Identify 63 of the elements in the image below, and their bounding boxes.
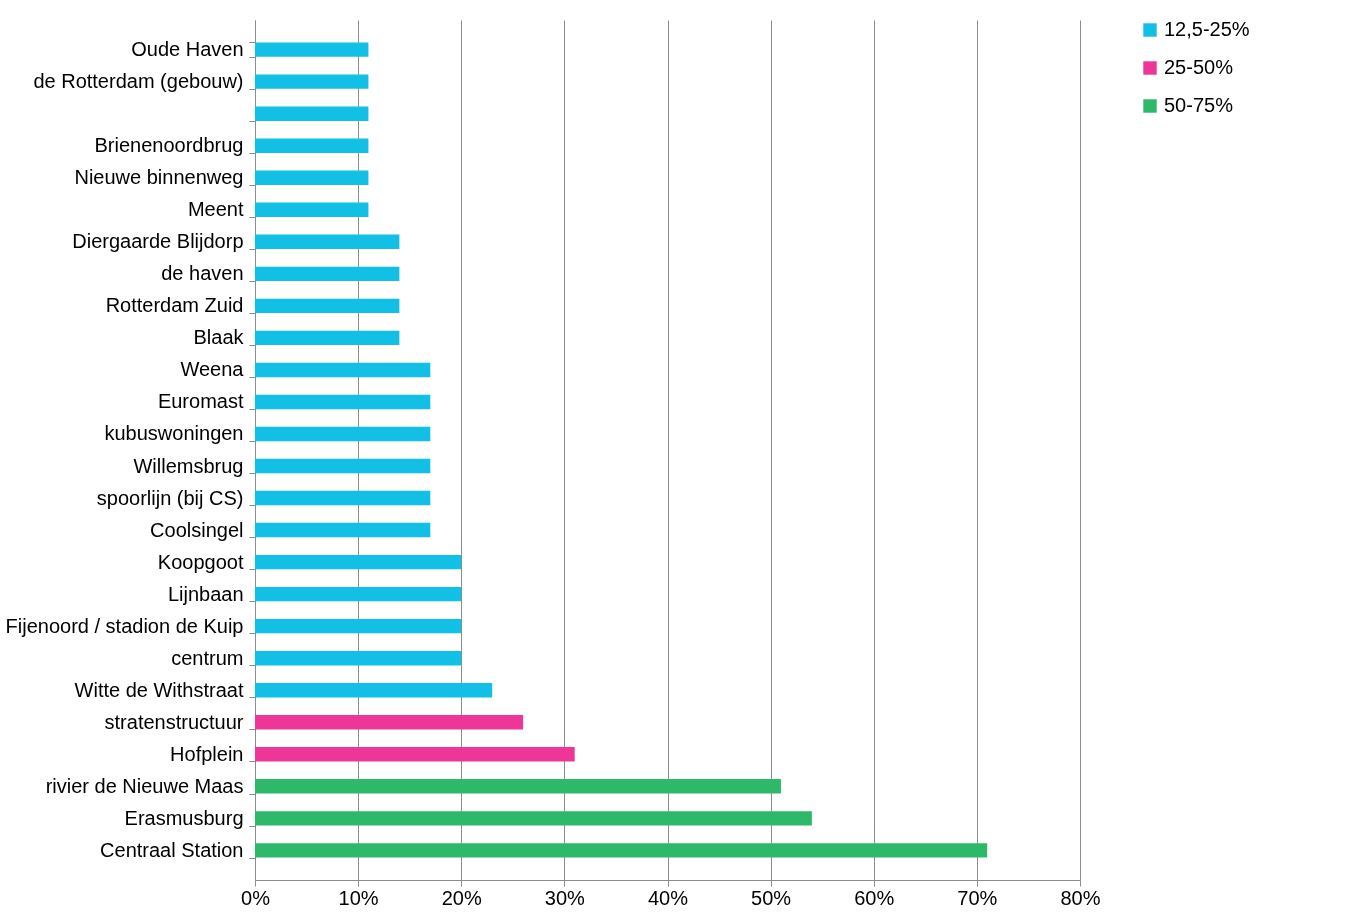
y-tick-label: Witte de Withstraat	[74, 678, 244, 701]
bar	[255, 42, 369, 57]
y-tick-label: Erasmusburg	[124, 806, 244, 829]
x-tick-label: 0%	[241, 886, 271, 909]
y-tick-label: spoorlijn (bij CS)	[96, 486, 244, 509]
x-tick-label: 60%	[854, 886, 895, 909]
bar	[255, 234, 400, 250]
bar	[255, 458, 431, 474]
bar	[255, 811, 812, 826]
bar	[255, 170, 369, 185]
bar	[255, 618, 462, 634]
y-tick-label: kubuswoningen	[104, 422, 244, 445]
y-tick-label: Willemsbrug	[133, 454, 244, 477]
bar	[255, 202, 369, 217]
bar	[255, 266, 400, 282]
bar	[255, 747, 575, 762]
y-tick-label: rivier de Nieuwe Maas	[45, 774, 244, 797]
y-tick-label: Euromast	[157, 390, 244, 413]
bar	[255, 490, 431, 506]
y-tick-label: Hofplein	[170, 742, 244, 765]
bar	[255, 138, 369, 153]
y-tick-label: Koopgoot	[157, 550, 244, 573]
y-tick-label: Fijenoord / stadion de Kuip	[5, 614, 244, 637]
y-tick-label: Oude Haven	[131, 38, 244, 61]
bar	[255, 843, 988, 858]
bar	[255, 554, 462, 570]
x-tick-label: 50%	[751, 886, 792, 909]
x-tick-label: 40%	[647, 886, 689, 909]
y-tick-label: de Rotterdam (gebouw)	[33, 70, 244, 93]
bar	[255, 715, 524, 730]
y-tick-label: Weena	[180, 358, 245, 381]
y-tick-label: Brienenoordbrug	[94, 134, 244, 157]
bar	[255, 394, 431, 410]
bar	[255, 298, 400, 314]
bar	[255, 74, 369, 89]
y-tick-label: Diergaarde Blijdorp	[72, 230, 244, 253]
bar	[255, 586, 462, 602]
y-tick-label: de haven	[161, 262, 244, 285]
bar	[255, 426, 431, 442]
y-tick-label: Coolsingel	[150, 518, 244, 541]
x-tick-label: 20%	[441, 886, 482, 909]
bar	[255, 683, 493, 698]
y-tick-label: stratenstructuur	[104, 710, 244, 733]
legend-label: 50-75%	[1164, 94, 1234, 116]
y-tick-label: Nieuwe binnenweg	[74, 166, 244, 189]
x-tick-label: 10%	[338, 886, 379, 909]
x-tick-label: 30%	[544, 886, 586, 909]
y-tick-label: Rotterdam Zuid	[105, 294, 244, 317]
legend-label: 25-50%	[1164, 56, 1234, 78]
bar	[255, 779, 781, 794]
legend-label: 12,5-25%	[1164, 18, 1250, 40]
bar	[255, 106, 369, 121]
y-tick-label: Centraal Station	[100, 838, 244, 861]
y-tick-label: Blaak	[193, 326, 245, 349]
bar	[255, 330, 400, 346]
x-tick-label: 70%	[957, 886, 998, 909]
x-tick-label: 80%	[1060, 886, 1101, 909]
y-tick-label: Meent	[187, 198, 244, 221]
y-tick-label: Lijnbaan	[167, 582, 244, 605]
y-tick-label: centrum	[171, 646, 244, 669]
bar	[255, 650, 462, 666]
bar	[255, 362, 431, 378]
bar	[255, 522, 431, 538]
